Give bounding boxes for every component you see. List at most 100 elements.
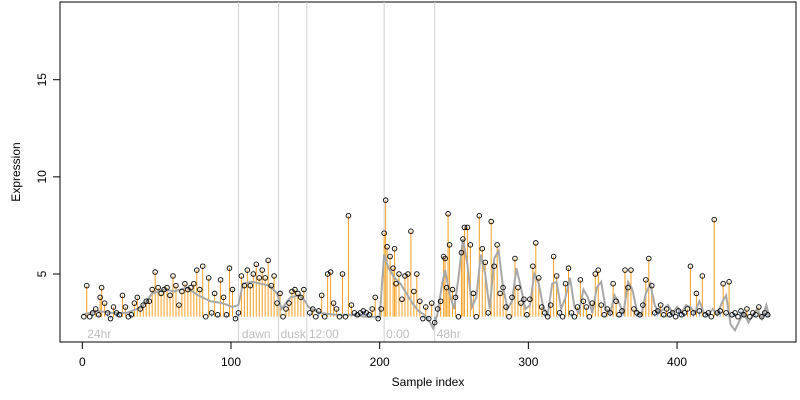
data-point	[559, 313, 566, 320]
data-point	[110, 304, 117, 310]
data-point	[143, 298, 149, 304]
data-point	[131, 300, 138, 306]
data-point	[262, 275, 268, 281]
data-point	[188, 284, 194, 291]
data-point	[464, 224, 471, 231]
data-point	[333, 306, 340, 312]
data-point	[271, 273, 277, 279]
x-axis-label: Sample index	[392, 375, 465, 389]
data-point	[95, 312, 102, 318]
data-point	[315, 308, 322, 314]
data-point	[628, 267, 634, 273]
data-point	[387, 253, 393, 260]
data-point	[122, 304, 129, 310]
data-point	[146, 298, 152, 304]
data-point	[482, 259, 488, 266]
data-point	[586, 313, 593, 320]
data-point	[191, 280, 197, 287]
data-point	[515, 284, 521, 291]
data-point	[244, 267, 251, 273]
data-point	[732, 310, 738, 316]
x-axis: 0 100 200 300 400	[79, 341, 687, 369]
data-point	[199, 263, 206, 269]
data-point	[741, 312, 747, 318]
data-point	[699, 273, 706, 279]
data-point	[318, 292, 325, 299]
data-point	[336, 313, 343, 320]
data-point	[98, 284, 105, 291]
data-point	[467, 242, 474, 248]
data-point	[530, 263, 536, 269]
data-point	[107, 315, 114, 322]
data-point	[595, 267, 601, 273]
data-point	[434, 306, 441, 312]
y-tick-label: 5	[35, 270, 49, 277]
data-point	[81, 313, 87, 320]
data-point	[167, 292, 173, 299]
smooth-line-layer	[82, 238, 771, 333]
data-point	[197, 286, 203, 293]
data-point	[274, 300, 280, 306]
data-point	[619, 308, 625, 314]
data-point	[280, 313, 286, 320]
data-point	[101, 300, 108, 306]
data-point	[759, 313, 765, 320]
data-point	[470, 290, 477, 297]
data-point	[494, 242, 500, 248]
y-tick-label: 10	[35, 170, 49, 184]
data-point	[89, 310, 96, 316]
data-point	[372, 294, 378, 301]
data-point	[220, 294, 227, 301]
data-point	[277, 290, 283, 297]
data-point	[310, 306, 316, 312]
data-point	[547, 302, 554, 308]
data-point	[119, 292, 126, 299]
data-point	[164, 284, 170, 291]
data-point	[458, 249, 465, 256]
data-point	[396, 271, 402, 277]
data-point	[194, 267, 200, 273]
data-point	[675, 308, 682, 314]
data-point	[708, 313, 714, 320]
data-point	[366, 312, 373, 318]
data-point	[460, 236, 466, 242]
data-point	[538, 304, 545, 310]
data-point	[307, 310, 313, 316]
data-point	[660, 312, 667, 318]
data-point	[598, 302, 604, 308]
data-point	[84, 282, 90, 289]
data-point	[684, 306, 691, 312]
data-point	[613, 298, 619, 304]
data-point	[521, 296, 527, 303]
data-point	[565, 265, 572, 271]
data-point	[443, 284, 450, 291]
condition-labels: 24hr dawn dusk 12:00 0:00 48hr	[87, 327, 460, 341]
data-point	[155, 284, 161, 291]
data-point	[527, 296, 533, 303]
data-point	[747, 313, 753, 320]
data-point	[461, 224, 468, 231]
data-point	[574, 304, 581, 310]
data-point	[128, 312, 135, 318]
data-point	[140, 302, 147, 308]
data-point	[158, 290, 164, 297]
data-point	[211, 290, 218, 297]
data-point	[735, 313, 741, 320]
data-point	[738, 308, 744, 314]
data-point	[423, 304, 429, 310]
data-point	[420, 315, 426, 322]
data-point	[182, 280, 188, 287]
y-axis: 5 10 15	[35, 73, 61, 277]
data-point	[568, 310, 575, 316]
data-point	[390, 265, 396, 271]
data-point	[414, 271, 420, 277]
data-point	[384, 244, 390, 250]
data-point	[672, 313, 679, 320]
data-point	[577, 277, 584, 283]
data-point	[690, 310, 697, 316]
data-point	[705, 310, 712, 316]
condition-label: 0:00	[386, 327, 410, 341]
data-point	[327, 269, 334, 275]
data-point	[292, 286, 298, 293]
